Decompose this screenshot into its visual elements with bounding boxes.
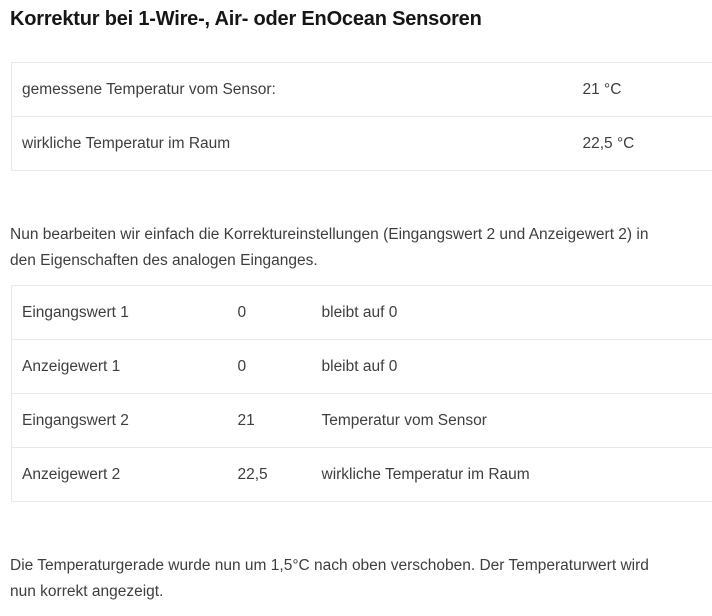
page-title: Korrektur bei 1-Wire-, Air- oder EnOcean… (10, 8, 482, 30)
setting-note: bleibt auf 0 (321, 303, 398, 321)
sensor-label: wirkliche Temperatur im Raum (22, 134, 231, 152)
setting-value: 21 (237, 411, 255, 429)
setting-note: bleibt auf 0 (321, 357, 398, 375)
table-row: Eingangswert 2 21 Temperatur vom Sensor (11, 394, 712, 448)
sensor-label: gemessene Temperatur vom Sensor: (22, 80, 276, 98)
correction-settings-table: Eingangswert 1 0 bleibt auf 0 Anzeigewer… (11, 285, 712, 502)
sensor-value: 22,5 °C (582, 134, 635, 152)
setting-value: 0 (237, 303, 247, 321)
setting-name: Anzeigewert 2 (22, 465, 121, 483)
sensor-value: 21 °C (582, 80, 622, 98)
paragraph-line: den Eigenschaften des analogen Einganges… (10, 252, 318, 269)
paragraph-line: Nun bearbeiten wir einfach die Korrektur… (10, 226, 649, 243)
table-row: wirkliche Temperatur im Raum 22,5 °C (11, 117, 712, 171)
table-row: Anzeigewert 1 0 bleibt auf 0 (11, 340, 712, 394)
setting-name: Anzeigewert 1 (22, 357, 121, 375)
result-paragraph: Die Temperaturgerade wurde nun um 1,5°C … (10, 553, 649, 605)
paragraph-line: Die Temperaturgerade wurde nun um 1,5°C … (10, 557, 649, 574)
table-row: Eingangswert 1 0 bleibt auf 0 (11, 286, 712, 340)
setting-value: 22,5 (237, 465, 268, 483)
paragraph-line: nun korrekt angezeigt. (10, 583, 164, 600)
setting-name: Eingangswert 1 (22, 303, 129, 321)
setting-name: Eingangswert 2 (22, 411, 129, 429)
intro-paragraph: Nun bearbeiten wir einfach die Korrektur… (10, 222, 648, 274)
sensor-values-table: gemessene Temperatur vom Sensor: 21 °C w… (11, 62, 712, 171)
setting-value: 0 (237, 357, 247, 375)
setting-note: wirkliche Temperatur im Raum (321, 465, 530, 483)
table-row: Anzeigewert 2 22,5 wirkliche Temperatur … (11, 448, 712, 502)
table-row: gemessene Temperatur vom Sensor: 21 °C (11, 63, 712, 117)
setting-note: Temperatur vom Sensor (321, 411, 487, 429)
